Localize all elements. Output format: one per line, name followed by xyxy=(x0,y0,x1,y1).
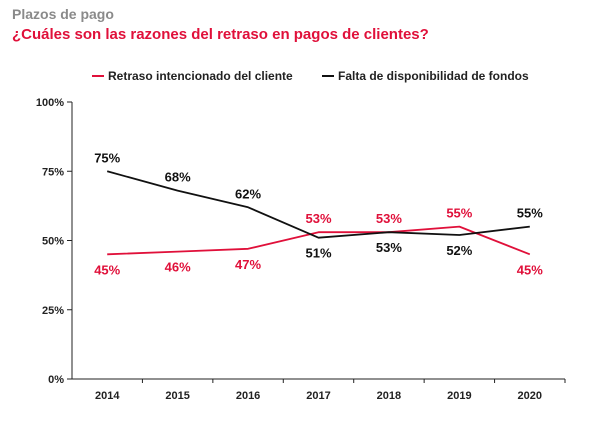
series-line xyxy=(106,170,530,239)
x-tick-label: 2016 xyxy=(236,390,260,402)
data-label: 53% xyxy=(305,211,331,226)
axes: 0% 25% 50% 75% 100% 2014 2015 2016 2017 2018 2019 2… xyxy=(36,97,566,402)
data-label: 47% xyxy=(235,257,261,272)
series-lines xyxy=(106,170,531,256)
legend-label: Retraso intencionado del cliente xyxy=(108,69,293,83)
y-tick-label: 75% xyxy=(42,166,64,178)
data-labels: 45% 46% 47% 53% 53% 55% 45% 75% 68% 62% 51% 53% 52% 5… xyxy=(94,150,543,277)
chart-headline: ¿Cuáles son las razones del retraso en p… xyxy=(12,26,429,43)
data-label: 45% xyxy=(517,262,543,277)
x-tick-label: 2015 xyxy=(165,390,189,402)
legend: Retraso intencionado del cliente Falta de… xyxy=(92,69,529,83)
x-tick-label: 2019 xyxy=(447,390,471,402)
x-tick-label: 2014 xyxy=(95,390,120,402)
data-label: 68% xyxy=(165,170,191,185)
data-label: 51% xyxy=(305,246,331,261)
x-tick-label: 2018 xyxy=(377,390,401,402)
chart-kicker: Plazos de pago xyxy=(12,6,114,22)
data-label: 45% xyxy=(94,262,120,277)
y-tick-label: 25% xyxy=(42,305,64,317)
legend-label: Falta de disponibilidad de fondos xyxy=(338,69,529,83)
data-label: 46% xyxy=(165,260,191,275)
data-label: 55% xyxy=(446,206,472,221)
y-tick-label: 50% xyxy=(42,236,64,248)
data-label: 62% xyxy=(235,186,261,201)
y-tick-label: 0% xyxy=(48,374,64,386)
x-tick-label: 2020 xyxy=(518,390,542,402)
x-tick-label: 2017 xyxy=(306,390,330,402)
data-label: 75% xyxy=(94,150,120,165)
data-label: 53% xyxy=(376,240,402,255)
data-label: 55% xyxy=(517,206,543,221)
y-tick-label: 100% xyxy=(36,97,64,109)
series-line xyxy=(107,225,531,256)
data-label: 53% xyxy=(376,211,402,226)
data-label: 52% xyxy=(446,243,472,258)
